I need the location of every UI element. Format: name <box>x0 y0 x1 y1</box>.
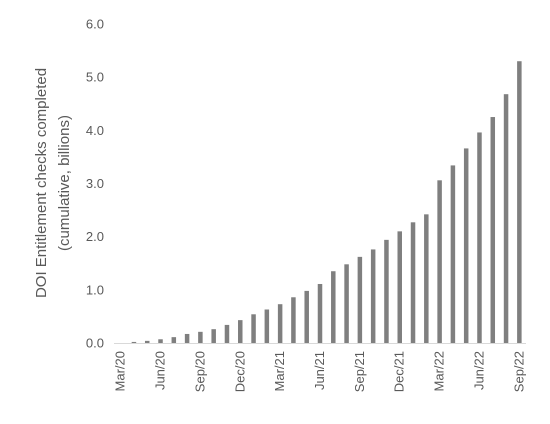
bar <box>211 329 216 343</box>
bar <box>198 331 203 343</box>
bar <box>224 324 230 343</box>
y-axis-ticks: 0.0 1.0 2.0 3.0 4.0 5.0 6.0 <box>86 17 104 351</box>
y-tick-label: 3.0 <box>86 176 104 191</box>
y-axis-title-line-2: (cumulative, billions) <box>56 115 73 251</box>
bar <box>424 214 429 343</box>
x-tick-label: Jun/21 <box>312 351 327 390</box>
bar <box>264 309 270 343</box>
bar-series <box>131 61 522 344</box>
x-tick-label: Sep/20 <box>192 351 207 392</box>
bar <box>397 231 402 343</box>
y-tick-label: 6.0 <box>86 17 104 32</box>
bar <box>238 320 243 343</box>
bar <box>184 333 190 343</box>
bar <box>450 165 456 343</box>
x-tick-label: Mar/22 <box>432 351 447 391</box>
y-tick-label: 4.0 <box>86 123 104 138</box>
x-tick-label: Sep/21 <box>352 351 367 392</box>
bar <box>503 94 509 344</box>
bar <box>410 222 416 343</box>
x-tick-label: Sep/22 <box>511 351 526 392</box>
bar <box>317 283 323 343</box>
bar <box>144 340 150 343</box>
bar <box>463 148 469 343</box>
bar <box>304 290 309 343</box>
x-tick-label: Jun/20 <box>153 351 168 390</box>
bar <box>171 337 177 343</box>
y-tick-label: 0.0 <box>86 336 104 351</box>
x-axis-ticks: Mar/20 Jun/20 Sep/20 Dec/20 Mar/21 Jun/21 Sep/… <box>113 351 527 392</box>
y-tick-label: 5.0 <box>86 70 104 85</box>
bar <box>277 304 283 343</box>
bar <box>490 117 496 343</box>
bar <box>370 249 376 343</box>
bar <box>251 314 256 343</box>
x-tick-label: Dec/21 <box>392 351 407 392</box>
bar <box>384 239 389 343</box>
x-tick-label: Mar/21 <box>272 351 287 391</box>
bar <box>131 341 137 343</box>
x-tick-label: Mar/20 <box>113 351 128 391</box>
bar <box>291 297 296 343</box>
y-axis-title-line-1: DOI Entitlement checks completed <box>33 68 50 298</box>
y-tick-label: 1.0 <box>86 282 104 297</box>
x-tick-label: Jun/22 <box>471 351 486 390</box>
x-tick-label: Dec/20 <box>232 351 247 392</box>
bar <box>437 180 442 343</box>
y-tick-label: 2.0 <box>86 229 104 244</box>
bar <box>517 61 522 343</box>
bar <box>344 264 349 343</box>
bar <box>331 271 336 343</box>
bar <box>477 132 482 343</box>
bar <box>357 256 363 343</box>
y-axis-title: DOI Entitlement checks completed (cumula… <box>33 68 73 298</box>
bar <box>158 339 163 343</box>
